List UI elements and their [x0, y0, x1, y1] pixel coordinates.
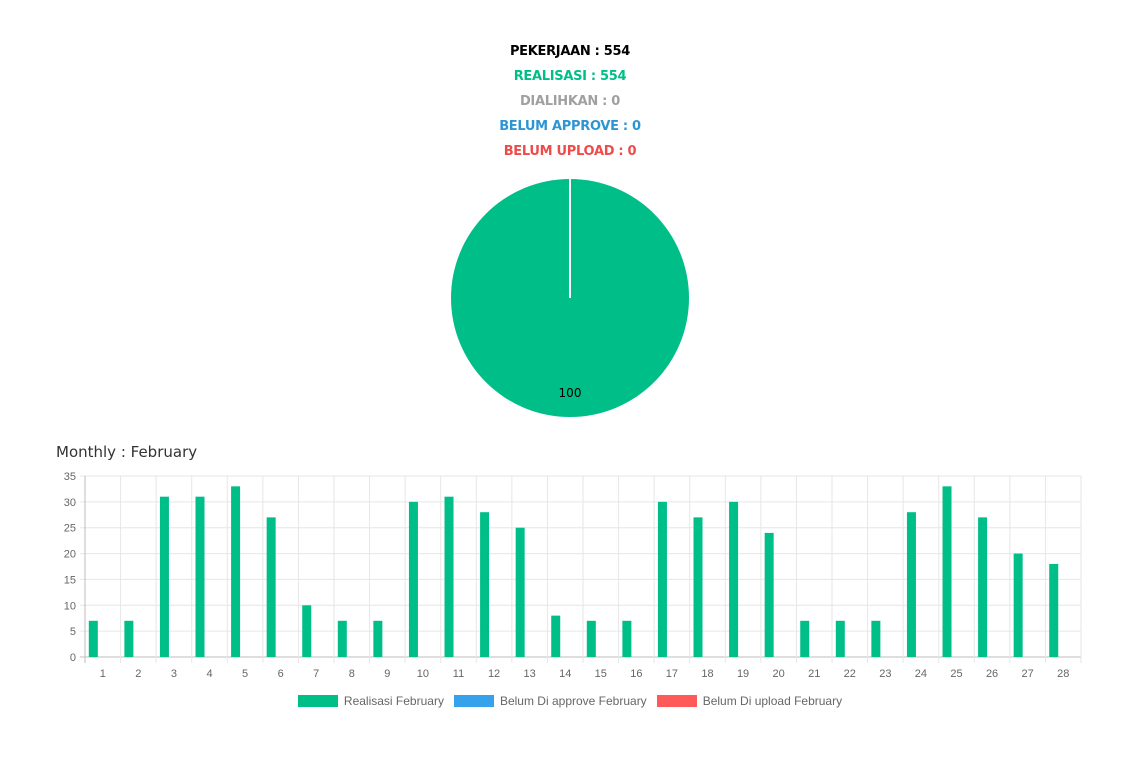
x-tick-label: 20	[773, 668, 785, 680]
legend-item-realisasi[interactable]: Realisasi February	[297, 694, 444, 708]
bar-1-23[interactable]	[871, 620, 881, 657]
x-tick-label: 1	[100, 668, 106, 680]
legend-label-realisasi: Realisasi February	[343, 694, 444, 708]
stat-realisasi: REALISASI : 554	[513, 69, 627, 84]
x-tick-label: 12	[488, 668, 500, 680]
bar-1-25[interactable]	[942, 486, 952, 657]
bar-1-1[interactable]	[88, 620, 98, 657]
bar-1-12[interactable]	[480, 512, 490, 657]
x-tick-label: 8	[349, 668, 355, 680]
x-tick-label: 28	[1057, 668, 1069, 680]
bar-1-11[interactable]	[444, 496, 454, 657]
x-tick-label: 26	[986, 668, 998, 680]
y-tick-label: 20	[64, 549, 76, 561]
bar-1-26[interactable]	[978, 517, 988, 657]
summary-stats: PEKERJAAN : 554 REALISASI : 554 DIALIHKA…	[0, 42, 1140, 167]
x-tick-label: 9	[384, 668, 390, 680]
bar-1-22[interactable]	[835, 620, 845, 657]
bar-1-14[interactable]	[551, 615, 561, 657]
stat-pekerjaan: PEKERJAAN : 554	[509, 44, 631, 59]
x-tick-label: 18	[701, 668, 713, 680]
bar-1-8[interactable]	[337, 620, 347, 657]
legend-item-belum-approve[interactable]: Belum Di approve February	[453, 694, 647, 708]
x-tick-label: 7	[313, 668, 319, 680]
bar-1-20[interactable]	[764, 532, 774, 657]
bar-1-24[interactable]	[906, 512, 916, 657]
x-tick-label: 6	[278, 668, 284, 680]
bar-1-3[interactable]	[159, 496, 169, 657]
y-tick-label: 0	[70, 652, 76, 664]
y-tick-label: 15	[64, 574, 76, 586]
pie-chart[interactable]: 100	[440, 170, 700, 430]
bar-1-21[interactable]	[800, 620, 810, 657]
y-tick-label: 25	[64, 523, 76, 535]
stat-belum-approve: BELUM APPROVE : 0	[499, 119, 641, 134]
bar-1-28[interactable]	[1049, 563, 1059, 657]
x-tick-label: 4	[206, 668, 212, 680]
bar-1-7[interactable]	[302, 605, 312, 657]
x-tick-label: 3	[171, 668, 177, 680]
monthly-title: Monthly : February	[56, 443, 198, 461]
y-tick-label: 5	[70, 626, 76, 638]
x-tick-label: 11	[453, 668, 464, 680]
x-tick-label: 24	[915, 668, 927, 680]
x-tick-label: 17	[666, 668, 678, 680]
bar-1-4[interactable]	[195, 496, 205, 657]
x-tick-label: 23	[879, 668, 891, 680]
x-tick-label: 13	[524, 668, 536, 680]
legend-swatch-belum-upload	[656, 695, 697, 707]
x-tick-label: 27	[1022, 668, 1034, 680]
x-tick-label: 15	[595, 668, 607, 680]
pie-label-0: 100	[559, 386, 582, 400]
bar-1-19[interactable]	[729, 501, 739, 657]
bar-1-15[interactable]	[586, 620, 596, 657]
bar-1-2[interactable]	[124, 620, 134, 657]
legend-swatch-belum-approve	[453, 695, 494, 707]
x-tick-label: 10	[417, 668, 429, 680]
bar-1-9[interactable]	[373, 620, 383, 657]
x-tick-label: 5	[242, 668, 248, 680]
x-tick-label: 14	[559, 668, 571, 680]
bar-1-6[interactable]	[266, 517, 276, 657]
chart-legend: Realisasi February Belum Di approve Febr…	[0, 694, 1140, 708]
bar-1-27[interactable]	[1013, 553, 1023, 657]
legend-swatch-realisasi	[297, 695, 338, 707]
x-tick-label: 22	[844, 668, 856, 680]
y-tick-label: 30	[64, 497, 76, 509]
y-tick-label: 35	[64, 471, 76, 483]
bar-1-18[interactable]	[693, 517, 703, 657]
legend-item-belum-upload[interactable]: Belum Di upload February	[656, 694, 843, 708]
y-tick-label: 10	[64, 600, 76, 612]
bar-1-16[interactable]	[622, 620, 632, 657]
x-tick-label: 21	[808, 668, 820, 680]
stat-belum-upload: BELUM UPLOAD : 0	[503, 144, 637, 159]
stat-dialihkan: DIALIHKAN : 0	[519, 94, 621, 109]
legend-label-belum-approve: Belum Di approve February	[499, 694, 647, 708]
x-tick-label: 19	[737, 668, 749, 680]
bar-1-13[interactable]	[515, 527, 525, 657]
legend-label-belum-upload: Belum Di upload February	[702, 694, 843, 708]
bar-1-10[interactable]	[408, 501, 418, 657]
x-tick-label: 25	[950, 668, 962, 680]
x-tick-label: 16	[630, 668, 642, 680]
bar-1-5[interactable]	[231, 486, 241, 657]
x-tick-label: 2	[135, 668, 141, 680]
bar-1-17[interactable]	[657, 501, 667, 657]
